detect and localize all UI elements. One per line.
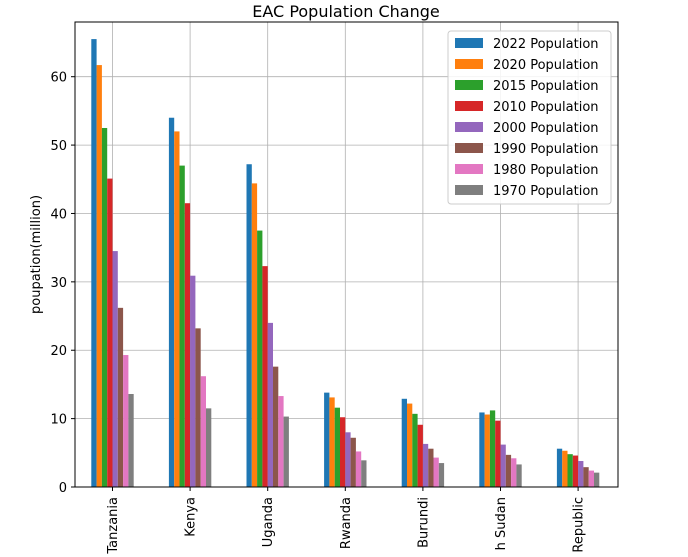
grid-lines [75,22,618,488]
bar [179,165,185,487]
legend-swatch [455,143,483,153]
bar [438,463,445,487]
bar [200,376,206,487]
y-axis-label: poupation(million) [29,195,44,314]
bar [278,396,284,487]
legend-swatch [455,185,483,195]
legend: 2022 Population 2020 Population 2015 Popul… [447,30,612,205]
bar [174,131,180,488]
bar [350,437,356,487]
legend-label: 1980 Population [493,163,599,178]
x-tick-label: h Sudan [494,497,509,550]
bar [407,403,413,487]
bar [417,424,423,487]
bar [190,275,196,487]
bar [340,417,346,487]
bar [495,420,501,487]
bar [246,164,252,487]
bar [578,461,584,487]
bar [267,322,273,487]
legend-swatch [455,38,483,48]
legend-swatch [455,122,483,132]
y-tick-label: 60 [50,71,67,86]
bar [500,444,506,487]
x-tick-label: Kenya [184,497,199,537]
bar [324,392,330,487]
plot-frame [74,21,619,488]
bar [594,472,600,487]
bar [251,183,258,487]
x-tick-label: Rwanda [339,497,354,549]
bar [433,457,439,487]
legend-swatch [455,164,483,174]
bar [361,460,367,487]
bar [588,470,594,487]
bar [112,251,118,487]
y-tick-label: 50 [50,139,67,154]
legend-label: 2000 Population [493,121,599,136]
y-tick-label: 30 [50,276,67,291]
chart-title: EAC Population Change [252,2,439,21]
bar [484,414,490,487]
bar [583,467,589,487]
bar [505,454,512,487]
bar [117,307,124,487]
bar [401,398,407,487]
bar [262,266,268,487]
y-axis-ticks: 0 10 20 30 40 50 60 [50,71,75,496]
legend-label: 1970 Population [493,184,599,199]
x-axis-ticks: Tanzania Kenya Uganda Rwanda Burundi h Sudan R… [106,487,587,555]
bar [184,203,191,487]
bar [168,117,175,487]
bar [128,394,134,487]
bar [562,450,568,487]
legend-label: 2010 Population [493,100,599,115]
bar [329,397,335,487]
y-tick-label: 20 [50,344,67,359]
bar [206,408,212,487]
bar [516,464,522,487]
y-tick-label: 10 [50,413,67,428]
bar [195,328,201,487]
bar [511,458,517,487]
y-tick-label: 40 [50,207,67,222]
bar [101,127,108,487]
bar [345,432,351,487]
bar [572,455,579,487]
bar [412,413,418,487]
legend-box [447,30,612,205]
bars [91,39,600,488]
bar [96,65,102,488]
bar [355,451,362,487]
legend-swatch [455,59,483,69]
bar [489,410,496,487]
legend-label: 2015 Population [493,79,599,94]
legend-label: 1990 Population [493,142,599,157]
x-tick-label: Tanzania [106,497,121,555]
legend-label: 2020 Population [493,58,599,73]
bar [123,355,129,487]
bar [556,448,563,487]
bar [567,454,573,487]
legend-label: 2022 Population [493,37,599,52]
y-tick-label: 0 [59,481,67,496]
x-tick-label: Uganda [261,497,276,547]
bar [273,366,279,487]
bar [257,230,263,488]
bar [334,407,340,487]
bar [91,39,97,488]
bar [428,448,434,487]
legend-swatch [455,101,483,111]
x-tick-label: Republic [572,497,587,553]
legend-swatch [455,80,483,90]
bar [283,416,289,487]
bar [422,443,429,487]
bar [479,412,485,487]
x-tick-label: Burundi [416,497,431,548]
bar [107,178,113,487]
